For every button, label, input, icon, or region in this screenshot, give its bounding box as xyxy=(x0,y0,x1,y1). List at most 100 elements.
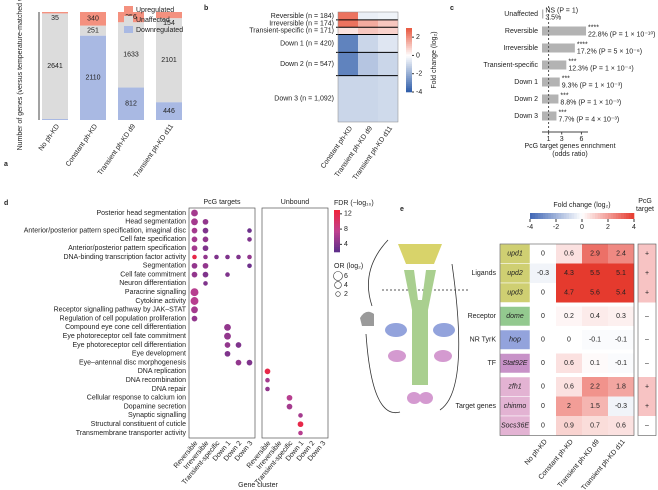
column-label: No ph-KD xyxy=(524,438,549,466)
colorbar-step xyxy=(334,239,340,242)
x-tick-label: Constant ph-KD xyxy=(65,123,99,168)
pcg-cell xyxy=(638,306,656,326)
gene-label: hop xyxy=(509,337,521,344)
pcg-mark: + xyxy=(645,251,649,258)
heat-cell xyxy=(608,353,634,373)
heat-cell xyxy=(608,263,634,283)
colorbar-tick-label: 4 xyxy=(344,241,348,248)
cell-value: 2.4 xyxy=(616,251,626,258)
term-label: Head segmentation xyxy=(125,219,186,226)
heat-cell xyxy=(530,283,556,303)
bar-segment xyxy=(80,35,106,120)
category-label: Reversible xyxy=(505,28,538,35)
dot xyxy=(286,403,293,410)
colorbar-step xyxy=(406,54,412,57)
colorbar-step xyxy=(406,52,412,55)
cell-value: 0.6 xyxy=(616,423,626,430)
dot xyxy=(247,263,252,269)
row-label: Reversible (n = 184) xyxy=(271,13,334,20)
legend-swatch xyxy=(124,26,133,33)
bar xyxy=(542,60,567,70)
cell-value: 0.6 xyxy=(564,360,574,367)
heat-cell xyxy=(378,75,398,122)
colorbar-step xyxy=(406,46,412,49)
x-tick-label: 1 xyxy=(547,136,551,143)
term-label: Synaptic signalling xyxy=(128,412,186,419)
pcg-cell xyxy=(638,353,656,373)
term-label: DNA repair xyxy=(152,386,187,393)
colorbar-tick-label: 8 xyxy=(344,226,348,233)
heat-cell xyxy=(378,19,398,28)
colorbar-step xyxy=(406,32,412,35)
bar-segment xyxy=(80,12,106,26)
heat-cell xyxy=(338,34,358,53)
annotation: 3.5% xyxy=(545,14,561,21)
cell-value: 0.2 xyxy=(564,313,574,320)
colorbar-step xyxy=(623,213,627,219)
colorbar-tick-label: -2 xyxy=(553,224,559,231)
table-frame xyxy=(499,243,635,436)
colorbar-step xyxy=(334,250,340,253)
dot xyxy=(297,421,304,428)
term-label: Cellular response to calcium ion xyxy=(87,395,186,402)
colorbar-step xyxy=(621,213,624,219)
panel-letter: c xyxy=(450,5,454,12)
term-label: Eye photoreceptor cell fate commitment xyxy=(63,333,186,340)
colorbar-step xyxy=(406,90,412,93)
heat-cell xyxy=(582,396,608,416)
signalling-cartoon xyxy=(360,239,470,414)
bar-segment xyxy=(118,22,144,88)
colorbar-step xyxy=(334,241,340,244)
colorbar-step xyxy=(574,213,578,219)
bar-segment xyxy=(42,119,68,120)
colorbar-step xyxy=(406,74,412,77)
heat-cell xyxy=(582,377,608,397)
heat-cell xyxy=(582,330,608,350)
bar xyxy=(542,26,587,36)
size-legend-dot xyxy=(334,281,342,289)
colorbar-step xyxy=(406,76,412,79)
row-label: Transient-specific (n = 171) xyxy=(249,28,334,35)
colorbar-step xyxy=(334,238,340,241)
colorbar-step xyxy=(334,243,340,246)
cell-value: 0.7 xyxy=(590,423,600,430)
heatmap-frame xyxy=(337,11,399,123)
colorbar-step xyxy=(537,213,541,219)
tf-shape xyxy=(388,350,406,362)
dot xyxy=(202,262,209,269)
tf-shape xyxy=(434,350,452,362)
legend-swatch xyxy=(124,16,133,23)
dot xyxy=(225,254,230,260)
heat-cell xyxy=(358,34,378,53)
term-label: Anterior/posterior pattern specification… xyxy=(24,227,187,234)
pcg-header-box: PcG target xyxy=(636,198,654,213)
dot xyxy=(286,394,293,401)
row-label: Down 2 (n = 547) xyxy=(280,61,334,68)
pcg-mark: – xyxy=(645,360,649,367)
heat-cell xyxy=(608,377,634,397)
colorbar-step xyxy=(628,213,632,219)
pcg-mark: + xyxy=(645,403,649,410)
colorbar-step xyxy=(406,72,412,75)
pcg-mark: + xyxy=(645,290,649,297)
dot xyxy=(202,236,209,243)
colorbar-step xyxy=(592,213,596,219)
dot xyxy=(246,359,253,366)
colorbar-tick-label: -4 xyxy=(527,224,533,231)
colorbar-step xyxy=(334,211,340,214)
cell-value: -0.1 xyxy=(615,360,627,367)
bar-segment xyxy=(42,13,68,120)
dot xyxy=(235,359,242,366)
value-label: 2110 xyxy=(85,75,100,82)
colorbar-tick-label: -4 xyxy=(416,89,422,96)
category-label: Irreversible xyxy=(503,45,538,52)
colorbar-tick-label: 12 xyxy=(344,211,352,218)
dot xyxy=(191,218,198,226)
row-label: Down 3 (n = 1,092) xyxy=(274,96,334,103)
colorbar-step xyxy=(563,213,567,219)
size-legend-dot xyxy=(333,271,343,281)
dot xyxy=(225,272,230,277)
colorbar-step xyxy=(571,213,575,219)
dot xyxy=(191,245,198,252)
term-label: Regulation of cell population proliferat… xyxy=(60,315,187,322)
